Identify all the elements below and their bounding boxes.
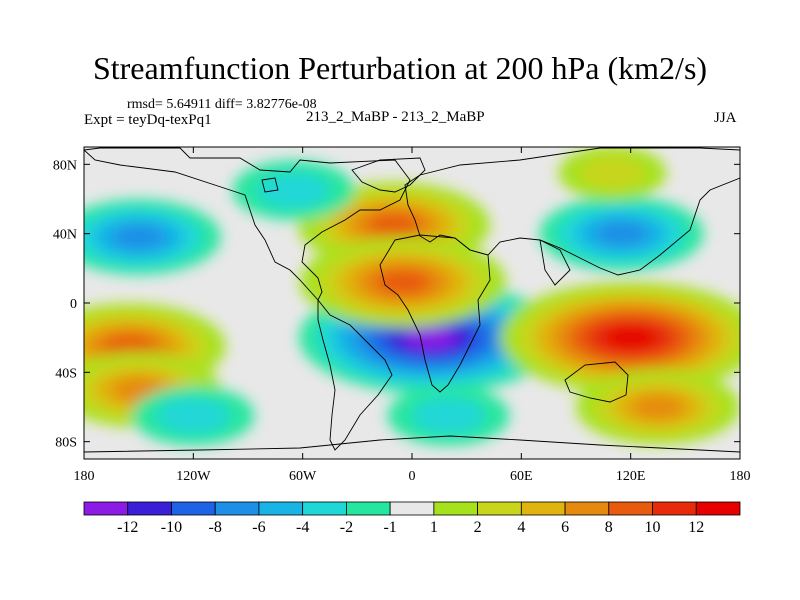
colorbar-label: 2: [474, 519, 482, 536]
colorbar-box: [433, 501, 479, 516]
contour-feature-8-level-1: [256, 172, 331, 209]
y-tick-label: 40S: [55, 366, 77, 381]
x-tick-label: 60E: [510, 469, 533, 484]
colorbar-label: -12: [117, 519, 138, 536]
colorbar-label: 1: [430, 519, 438, 536]
colorbar-box: [520, 501, 566, 516]
north-america-outline: [84, 147, 411, 301]
colorbar-label: 12: [688, 519, 704, 536]
x-tick-label: 60W: [289, 469, 317, 484]
colorbar: -12 -10 -8 -6 -4 -2 -1 1 2 4 6 8 10 12: [83, 501, 741, 536]
south-america-outline: [317, 298, 393, 451]
contour-feature-3-level-4: [374, 269, 431, 295]
colorbar-box: [83, 501, 129, 516]
colorbar-box: [564, 501, 610, 516]
colorbar-box: [258, 501, 304, 516]
colorbar-label: -10: [161, 519, 182, 536]
colorbar-box: [302, 501, 347, 516]
colorbar-label: -8: [209, 519, 222, 536]
colorbar-label: -1: [383, 519, 396, 536]
contour-feature-1-level-6: [604, 326, 657, 349]
colorbar-label: 10: [645, 519, 661, 536]
colorbar-box: [695, 501, 741, 516]
contour-feature-2-level-4: [367, 213, 420, 237]
contour-feature-11-level-1: [156, 397, 230, 434]
india-outline: [539, 239, 571, 286]
colorbar-box: [171, 501, 216, 516]
contour-feature-6-level-3: [594, 221, 649, 247]
colorbar-label: -4: [296, 519, 309, 536]
colorbar-box: [345, 501, 391, 516]
case-subtitle: 213_2_MaBP - 213_2_MaBP: [306, 109, 485, 125]
y-tick-label: 80N: [53, 158, 77, 173]
coastlines: [84, 147, 740, 453]
colorbar-box: [477, 501, 522, 516]
x-tick-label: 180: [730, 469, 751, 484]
eurasia-outline: [404, 147, 740, 276]
greenland-outline: [351, 157, 426, 193]
experiment-label: Expt = teyDq-texPq1: [84, 112, 212, 128]
plot-title: Streamfunction Perturbation at 200 hPa (…: [92, 50, 708, 86]
contour-feature-7-level-3: [111, 224, 166, 250]
y-tick-label: 40N: [53, 228, 77, 243]
contour-feature-0-level-6: [404, 326, 457, 349]
axis-ticks: 180 120W 60W 0 60E 120E 180 80N 40N 0 40S 80S: [53, 147, 751, 484]
rmsd-diff-stats: rmsd= 5.64911 diff= 3.82776e-08: [127, 97, 317, 112]
colorbar-box: [214, 501, 260, 516]
colorbar-label: 6: [561, 519, 569, 536]
contour-feature-12-level-1: [411, 397, 486, 434]
contour-fill-field: [84, 147, 740, 459]
colorbar-box: [389, 501, 435, 516]
colorbar-box: [652, 501, 697, 516]
colorbar-label: 8: [605, 519, 613, 536]
x-tick-label: 0: [409, 469, 416, 484]
australia-outline: [564, 361, 629, 403]
season-label: JJA: [714, 110, 737, 126]
antarctica-outline: [84, 435, 740, 453]
colorbar-label: 4: [517, 519, 525, 536]
colorbar-label: -6: [252, 519, 265, 536]
x-tick-label: 120W: [176, 469, 211, 484]
colorbar-label: -2: [340, 519, 353, 536]
x-tick-label: 180: [74, 469, 95, 484]
y-tick-label: 0: [70, 297, 77, 312]
x-tick-label: 120E: [616, 469, 646, 484]
baffin-outline: [261, 177, 279, 193]
contour-feature-9-level-1: [580, 156, 645, 190]
contour-feature-10-level-3: [630, 394, 686, 420]
colorbar-box: [127, 501, 172, 516]
colorbar-box: [608, 501, 653, 516]
africa-outline: [379, 234, 491, 393]
y-tick-label: 80S: [55, 436, 77, 451]
